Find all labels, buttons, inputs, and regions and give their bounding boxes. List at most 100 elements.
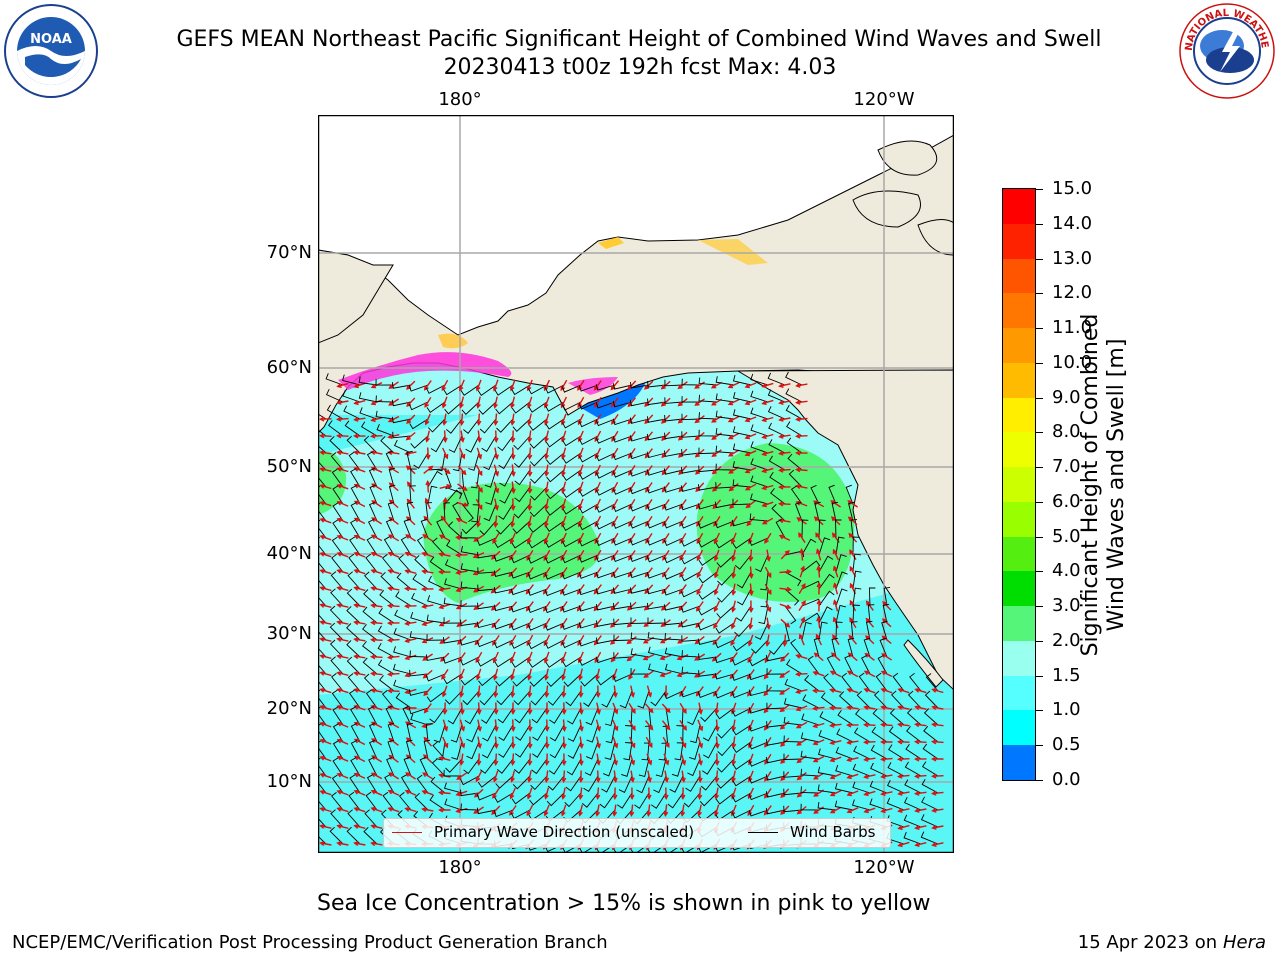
wind-barb [332,485,344,505]
wave-direction-arrow [595,787,601,800]
wind-barb [612,602,633,610]
wave-direction-arrow [561,753,567,766]
wind-barb [685,775,701,792]
wave-direction-arrow [697,719,704,732]
wind-barb [408,707,429,715]
colorbar-tick-label: 1.0 [1052,699,1081,721]
wind-barb [480,758,497,774]
wave-direction-arrow [492,651,499,664]
wave-direction-arrow [610,635,620,645]
wind-barb [646,433,667,441]
wind-barb [578,571,599,579]
colorbar-tick-mark [1036,397,1043,399]
wind-barb [784,678,803,692]
wave-direction-arrow [714,753,720,766]
wave-direction-arrow [319,806,332,813]
wave-direction-arrow [388,381,399,389]
wave-direction-arrow [387,789,400,796]
colorbar-tick-label: 1.5 [1052,664,1081,686]
wind-barb [459,656,480,666]
wave-direction-arrow [353,671,366,677]
wave-direction-arrow [455,569,468,575]
wave-direction-arrow [780,737,790,747]
lat-label-10n: 10°N [266,771,312,792]
wind-barb [446,540,463,556]
wind-barb [831,637,838,658]
wave-direction-arrow [761,450,774,457]
wind-barb [544,384,565,394]
wave-direction-arrow [543,413,550,426]
wave-direction-arrow [610,601,620,612]
wind-barb [630,668,650,675]
wave-direction-arrow [509,668,516,681]
wave-direction-arrow [880,705,893,711]
wind-barb [479,690,497,706]
wave-direction-arrow [527,736,533,749]
wind-barb [638,758,650,778]
wind-barb [835,571,848,590]
wind-barb [612,554,633,562]
wind-barb [510,571,531,579]
wind-barb [735,605,752,622]
wind-barb [826,655,837,675]
wind-barb [663,690,684,700]
wave-direction-arrow [421,551,434,558]
colorbar-tick-label: 6.0 [1052,490,1081,512]
wave-direction-arrow [405,431,416,441]
wave-direction-arrow [778,484,791,490]
wave-direction-arrow [795,399,808,405]
wave-direction-arrow [748,583,754,596]
wind-barb [565,775,582,792]
wind-barb [595,604,616,611]
wind-barb [436,452,446,472]
wave-direction-arrow [678,448,688,458]
wind-barb [604,707,616,727]
wave-direction-arrow [440,466,451,475]
wave-direction-arrow [931,687,944,694]
wind-barb [358,392,378,403]
wave-direction-arrow [778,433,791,439]
wind-barb [766,702,786,710]
wind-barb [818,730,837,743]
wave-direction-arrow [353,568,366,575]
wave-direction-arrow [713,566,720,579]
wind-barb [578,554,599,563]
wave-direction-arrow [611,515,619,528]
wind-barb [630,632,650,641]
wave-direction-arrow [442,447,449,460]
wind-barb [528,639,548,650]
wind-barb [325,373,344,386]
wave-direction-arrow [761,501,774,508]
wind-barb [758,605,769,625]
wave-direction-arrow [815,532,823,543]
wave-direction-arrow [510,736,516,749]
wave-direction-arrow [459,702,465,715]
wind-barb [578,537,599,547]
wave-direction-arrow [897,739,910,745]
wind-barb [715,393,735,403]
wind-barb [529,673,548,687]
wind-barb [427,418,446,433]
wind-barb [450,724,463,743]
wind-barb [499,486,514,504]
wind-barb [562,469,582,482]
wave-direction-arrow [319,687,332,694]
colorbar-segment [1003,293,1035,329]
wave-direction-arrow [544,447,550,460]
wave-direction-arrow [746,516,756,527]
wind-barb [595,452,616,462]
wave-direction-arrow [425,430,430,443]
colorbar-tick-label: 7.0 [1052,456,1081,478]
wave-direction-arrow [897,705,910,710]
wave-direction-arrow [577,481,584,494]
wave-direction-arrow [612,702,619,715]
wind-barb [595,637,616,645]
lat-label-70n: 70°N [266,242,312,263]
wave-direction-arrow [527,413,532,426]
wave-direction-arrow [370,568,383,575]
wind-barb [655,758,667,778]
wind-barb [344,420,361,437]
wind-barb [447,707,463,725]
wind-barb [347,809,361,828]
wave-direction-arrow [765,617,771,630]
